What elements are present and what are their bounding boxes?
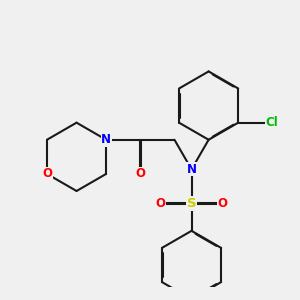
Text: O: O [135, 167, 145, 180]
Text: N: N [101, 133, 111, 146]
Text: O: O [42, 167, 52, 180]
Text: O: O [156, 197, 166, 210]
Text: N: N [187, 163, 196, 176]
Text: O: O [217, 197, 227, 210]
Text: S: S [187, 197, 196, 210]
Text: Cl: Cl [265, 116, 278, 129]
